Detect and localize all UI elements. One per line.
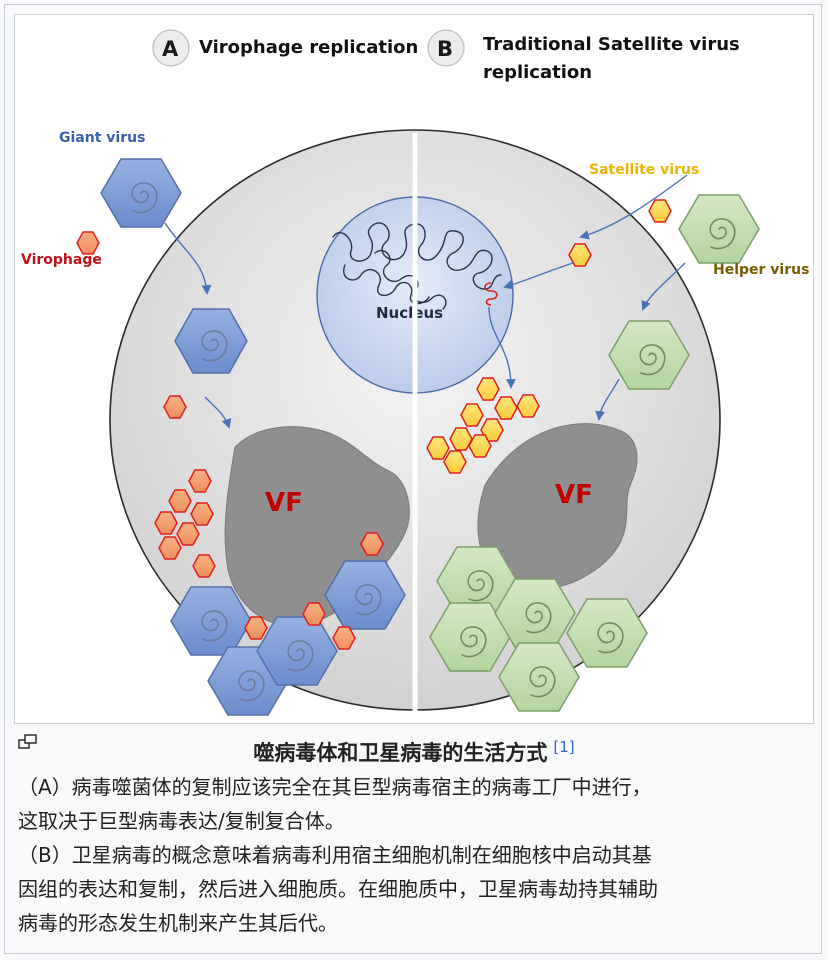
enlarge-icon[interactable] xyxy=(18,734,38,750)
giant-virus-icon xyxy=(100,158,182,228)
helper-virus-icon xyxy=(678,194,760,264)
panel-b-badge xyxy=(427,29,465,67)
vf-left-label: VF xyxy=(265,488,303,518)
helper-virus-label: Helper virus xyxy=(713,262,809,278)
virophage-particles xyxy=(76,231,384,650)
satellite-genome xyxy=(484,282,498,306)
flow-arrows xyxy=(164,174,688,429)
caption-line: 病毒的形态发生机制来产生其后代。 xyxy=(18,911,338,935)
caption-title: 噬病毒体和卫星病毒的生活方式 [1] xyxy=(18,730,810,770)
caption-line: （A）病毒噬菌体的复制应该完全在其巨型病毒宿主的病毒工厂中进行， xyxy=(18,775,652,799)
reference-link[interactable]: [1] xyxy=(553,738,575,756)
satellite-virus-particles xyxy=(426,199,672,474)
giant-virus-icon xyxy=(174,308,248,374)
vf-right-label: VF xyxy=(555,480,593,510)
virophage-label: Virophage xyxy=(21,252,102,268)
diagram-image[interactable]: Nucleus VF VF xyxy=(14,14,814,724)
caption-paragraph-a: （A）病毒噬菌体的复制应该完全在其巨型病毒宿主的病毒工厂中进行， 这取决于巨型病… xyxy=(18,770,810,838)
panel-b-title-line2: replication xyxy=(483,62,592,83)
satellite-virus-label: Satellite virus xyxy=(589,162,699,178)
caption-line: 因组的表达和复制，然后进入细胞质。在细胞质中，卫星病毒劫持其辅助 xyxy=(18,877,658,901)
helper-virus-icon xyxy=(566,598,648,668)
panel-b-title-line1: Traditional Satellite virus xyxy=(483,34,740,55)
panel-b-badge-letter: B xyxy=(437,37,453,61)
caption-paragraph-b: （B）卫星病毒的概念意味着病毒利用宿主细胞机制在细胞核中启动其基 因组的表达和复… xyxy=(18,838,810,940)
giant-virus-icon xyxy=(324,560,406,630)
caption-line: 这取决于巨型病毒表达/复制复合体。 xyxy=(18,809,345,833)
helper-virus-icon xyxy=(498,642,580,712)
caption-line: （B）卫星病毒的概念意味着病毒利用宿主细胞机制在细胞核中启动其基 xyxy=(18,843,652,867)
panel-a-badge-letter: A xyxy=(162,37,179,61)
panel-a-badge xyxy=(152,29,190,67)
virophage-diagram: Nucleus VF VF xyxy=(21,29,809,716)
giant-virus-label: Giant virus xyxy=(59,130,145,146)
nucleus-label: Nucleus xyxy=(376,304,443,322)
caption-title-text: 噬病毒体和卫星病毒的生活方式 xyxy=(253,741,548,765)
helper-virus-icon xyxy=(608,320,690,390)
panel-a-title: Virophage replication xyxy=(199,37,418,58)
helper-virus-icon xyxy=(429,602,511,672)
figure-caption: 噬病毒体和卫星病毒的生活方式 [1] （A）病毒噬菌体的复制应该完全在其巨型病毒宿… xyxy=(18,730,810,940)
